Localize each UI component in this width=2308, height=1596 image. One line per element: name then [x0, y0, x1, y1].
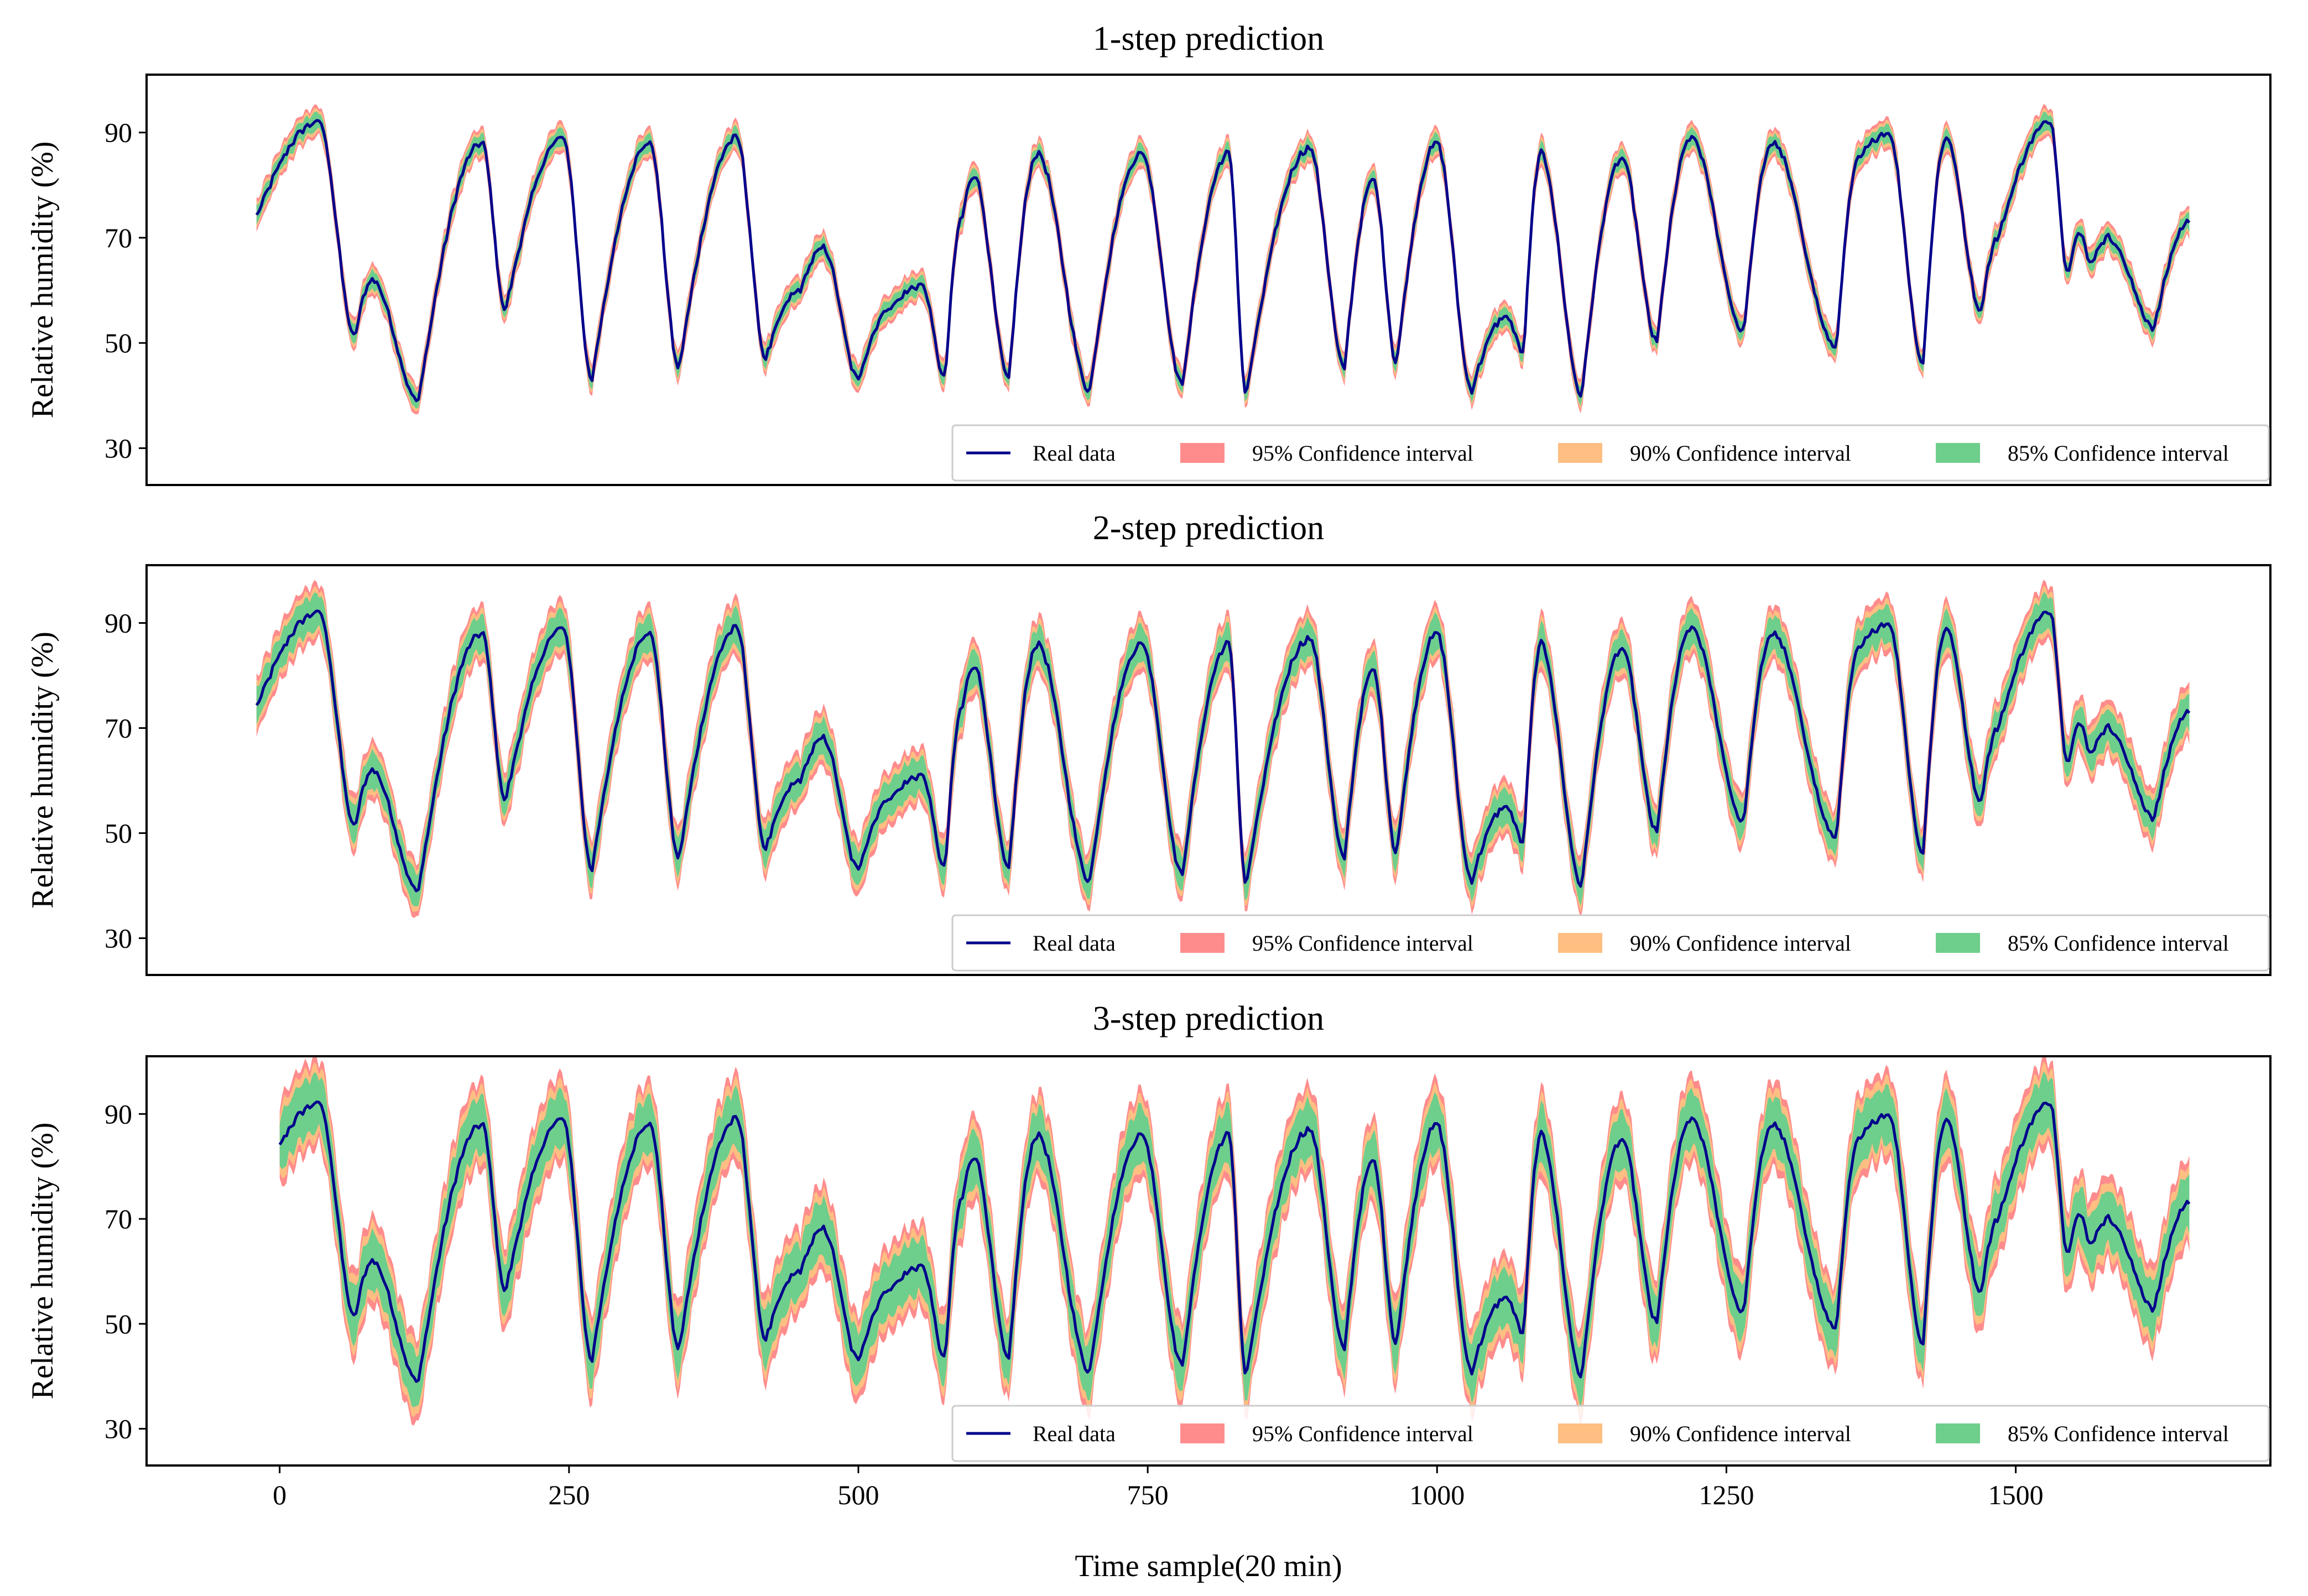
legend-real-data-label: Real data — [1033, 441, 1116, 466]
legend: Real data 95% Confidence interval 90% Conf… — [951, 424, 2270, 482]
x-tick-label: 1500 — [1988, 1479, 2044, 1510]
y-tick-label: 90 — [105, 1098, 132, 1129]
y-tick-label: 50 — [105, 818, 132, 849]
legend-ci-85-swatch — [1936, 443, 1980, 463]
ci-90-band — [256, 108, 2190, 412]
legend-ci-90-swatch — [1558, 443, 1602, 463]
panel-title: 2-step prediction — [1093, 509, 1324, 547]
x-tick-label: 500 — [837, 1479, 879, 1510]
panel-3: 3-step prediction 30 50 70 90 0 250 500 750 1000 1… — [25, 1000, 2271, 1583]
legend: Real data 95% Confidence interval 90% Conf… — [951, 914, 2270, 972]
legend-ci-90-swatch — [1558, 933, 1602, 953]
panel-title: 1-step prediction — [1093, 20, 1324, 58]
y-tick-label: 70 — [105, 1203, 132, 1234]
real-data-line — [255, 609, 2191, 893]
y-axis-label: Relative humidity (%) — [25, 632, 60, 909]
legend-box — [951, 424, 2270, 482]
y-tick-label: 30 — [105, 923, 132, 954]
panel-title: 3-step prediction — [1093, 1000, 1324, 1037]
legend: Real data 95% Confidence interval 90% Conf… — [951, 1405, 2270, 1462]
axes-frame — [145, 564, 2271, 976]
legend-ci-95-swatch — [1180, 443, 1225, 463]
panel-1: 1-step prediction 30 50 70 90 Relative humidi… — [25, 20, 2271, 486]
ci-85-band — [279, 1072, 2190, 1408]
legend-box — [951, 914, 2270, 972]
legend-real-data-label: Real data — [1033, 1421, 1116, 1446]
legend-real-data-label: Real data — [1033, 931, 1116, 956]
real-data-line — [255, 119, 2191, 403]
ci-85-band — [256, 592, 2190, 907]
x-tick-label: 750 — [1127, 1479, 1169, 1510]
legend-ci-95-swatch — [1180, 933, 1225, 953]
x-tick-label: 250 — [548, 1479, 590, 1510]
legend-ci-95-swatch — [1180, 1423, 1225, 1443]
legend-ci-95-label: 95% Confidence interval — [1252, 441, 1473, 466]
x-axis-label: Time sample(20 min) — [1075, 1549, 1342, 1583]
plot-area — [278, 1056, 2191, 1426]
legend-box — [951, 1405, 2270, 1462]
legend-ci-90-label: 90% Confidence interval — [1630, 441, 1851, 466]
x-tick-label: 1000 — [1409, 1479, 1465, 1510]
legend-ci-85-swatch — [1936, 933, 1980, 953]
axes-frame — [145, 1055, 2271, 1467]
x-tick-label: 0 — [273, 1479, 286, 1510]
axes-frame — [145, 74, 2271, 486]
plot-area — [255, 580, 2191, 919]
y-tick-label: 90 — [105, 608, 132, 639]
legend-ci-90-swatch — [1558, 1423, 1602, 1443]
y-axis-label: Relative humidity (%) — [25, 142, 60, 419]
y-tick-label: 30 — [105, 1414, 132, 1444]
y-tick-label: 50 — [105, 1308, 132, 1339]
legend-ci-95-label: 95% Confidence interval — [1252, 931, 1473, 956]
y-tick-label: 70 — [105, 713, 132, 744]
x-tick-label: 1250 — [1699, 1479, 1754, 1510]
plot-area — [255, 104, 2191, 415]
legend-ci-85-label: 85% Confidence interval — [2008, 441, 2229, 466]
legend-ci-85-label: 85% Confidence interval — [2008, 1421, 2229, 1446]
legend-ci-85-swatch — [1936, 1423, 1980, 1443]
y-axis-label: Relative humidity (%) — [25, 1123, 60, 1400]
real-data-line — [278, 1100, 2191, 1383]
y-tick-label: 50 — [105, 327, 132, 358]
legend-ci-85-label: 85% Confidence interval — [2008, 931, 2229, 956]
y-tick-label: 70 — [105, 222, 132, 253]
panel-2: 2-step prediction 30 50 70 90 Relative humidi… — [25, 509, 2271, 976]
ci-90-band — [279, 1062, 2190, 1418]
legend-ci-95-label: 95% Confidence interval — [1252, 1421, 1473, 1446]
y-tick-label: 90 — [105, 117, 132, 148]
y-tick-label: 30 — [105, 432, 132, 463]
legend-ci-90-label: 90% Confidence interval — [1630, 931, 1851, 956]
legend-ci-90-label: 90% Confidence interval — [1630, 1421, 1851, 1446]
